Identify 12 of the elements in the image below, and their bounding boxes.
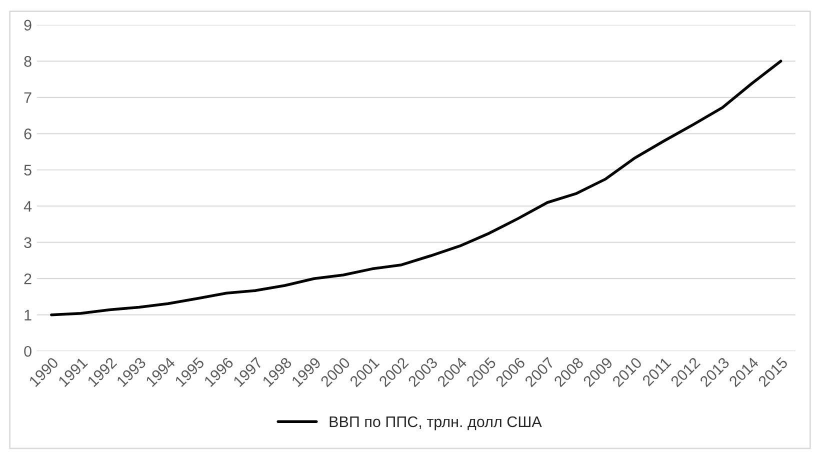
y-tick-label: 8 — [24, 56, 32, 67]
y-tick-label: 4 — [24, 201, 32, 212]
line-series — [50, 60, 782, 316]
y-tick-label: 0 — [24, 346, 32, 357]
y-tick-label: 3 — [24, 237, 32, 248]
y-tick-label: 6 — [24, 128, 32, 140]
y-tick-label: 5 — [24, 164, 32, 176]
legend-label: ВВП по ППС, трлн. долл США — [330, 416, 542, 430]
y-tick-label: 1 — [24, 310, 32, 320]
y-tick-label: 2 — [24, 273, 32, 284]
y-tick-label: 9 — [24, 20, 32, 31]
y-tick-label: 7 — [24, 92, 32, 103]
